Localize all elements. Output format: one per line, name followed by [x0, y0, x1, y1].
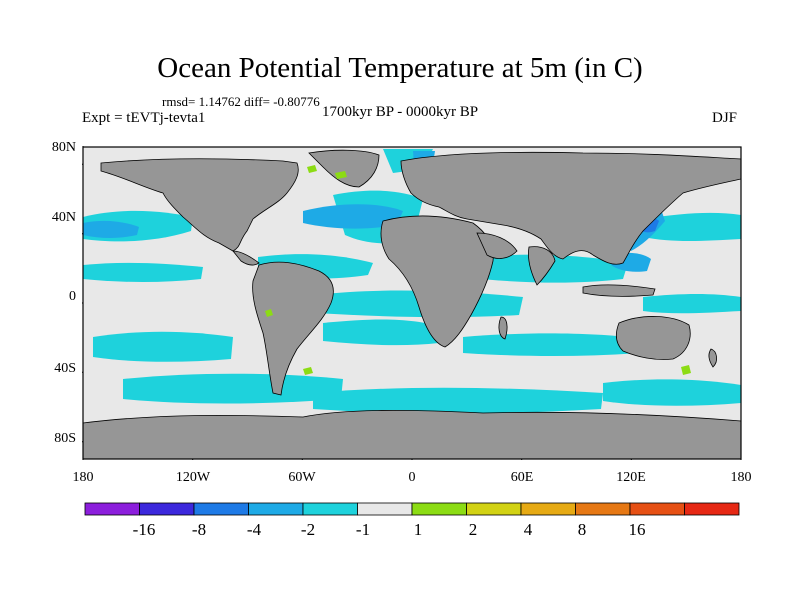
colorbar-box-8	[520, 502, 576, 516]
axis-ticks	[82, 146, 742, 460]
land-india	[528, 246, 556, 286]
season-label: DJF	[712, 110, 738, 126]
anomaly-minus1-regions	[83, 149, 741, 414]
land-central-america	[232, 250, 260, 266]
land-masses	[82, 149, 742, 460]
land-indonesia	[582, 284, 656, 297]
land-new-zealand	[708, 348, 717, 368]
colorbar-label-minus8: -8	[191, 520, 207, 539]
lon-label-0: 0	[408, 470, 416, 485]
lat-label-0: 0	[69, 289, 76, 304]
colorbar-label-2: 2	[468, 520, 478, 539]
colorbar-box-7	[466, 502, 522, 516]
lon-label-180-left: 180	[72, 470, 94, 485]
colorbar-box-11	[684, 502, 740, 516]
colorbar-label-minus2: -2	[300, 520, 316, 539]
lon-label-60w: 60W	[288, 470, 316, 485]
lat-label-80s: 80S	[54, 431, 76, 446]
colorbar-box-6	[411, 502, 467, 516]
colorbar-label-16: 16	[628, 520, 646, 539]
colorbar-label-minus16: -16	[132, 520, 156, 539]
lon-label-60e: 60E	[510, 470, 534, 485]
rmsd-diff-stats: rmsd= 1.14762 diff= -0.80776	[162, 94, 320, 109]
ocean-temperature-map	[82, 146, 742, 460]
colorbar	[84, 502, 740, 516]
lon-label-180-right: 180	[730, 470, 752, 485]
lon-label-120e: 120E	[616, 470, 646, 485]
chart-title: Ocean Potential Temperature at 5m (in C)	[157, 52, 643, 84]
land-greenland	[308, 149, 380, 188]
lat-label-40s: 40S	[54, 361, 76, 376]
anomaly-plus1-regions	[265, 165, 691, 375]
colorbar-box-1	[139, 502, 195, 516]
colorbar-box-2	[193, 502, 249, 516]
land-south-america	[252, 261, 334, 396]
colorbar-box-5	[357, 502, 413, 516]
colorbar-label-minus1: -1	[355, 520, 371, 539]
land-eurasia	[400, 151, 742, 265]
colorbar-box-4	[302, 502, 358, 516]
lat-label-40n: 40N	[51, 210, 76, 225]
period-label: 1700kyr BP - 0000kyr BP	[322, 104, 479, 120]
lon-label-120w: 120W	[175, 470, 211, 485]
colorbar-label-1: 1	[413, 520, 423, 539]
land-arabia	[476, 232, 518, 259]
colorbar-label-minus4: -4	[246, 520, 262, 539]
lat-label-80n: 80N	[51, 140, 76, 155]
colorbar-box-9	[575, 502, 631, 516]
land-madagascar	[498, 316, 508, 340]
colorbar-box-0	[84, 502, 140, 516]
land-australia	[615, 316, 691, 360]
colorbar-label-4: 4	[523, 520, 533, 539]
colorbar-box-10	[629, 502, 685, 516]
land-antarctica	[82, 409, 742, 460]
land-north-america	[100, 158, 299, 252]
colorbar-box-3	[248, 502, 304, 516]
colorbar-label-8: 8	[577, 520, 587, 539]
land-africa	[380, 215, 494, 348]
experiment-label: Expt = tEVTj-tevta1	[82, 110, 206, 126]
